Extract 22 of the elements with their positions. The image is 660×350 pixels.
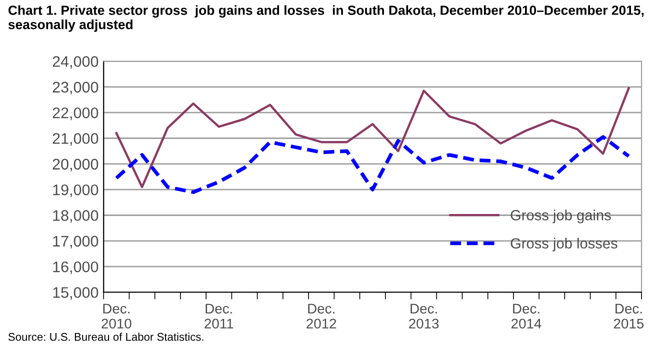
- y-tick-label: 17,000: [53, 236, 98, 248]
- x-tick-label: Dec. 2011: [204, 304, 234, 329]
- chart-title: Chart 1. Private sector gross job gains and losses in South Dakota, December 2010–December 2015, seasonally adjusted: [8, 5, 644, 32]
- y-tick-label: 23,000: [52, 82, 98, 94]
- y-tick-label: 16,000: [53, 261, 98, 274]
- y-tick-label: 18,000: [53, 210, 98, 223]
- source-note: Source: U.S. Bureau of Labor Statistics.: [8, 332, 204, 341]
- y-tick-label: 24,000: [52, 56, 98, 69]
- x-tick-label: Dec. 2015: [614, 304, 644, 329]
- x-tick-label: Dec. 2013: [409, 304, 439, 329]
- x-tick-label: Dec. 2014: [512, 304, 542, 329]
- legend-label: Gross job losses: [510, 238, 618, 252]
- line-series: [115, 87, 630, 188]
- x-tick-label: Dec. 2012: [306, 304, 336, 329]
- y-tick-label: 22,000: [52, 107, 98, 120]
- y-tick-label: 20,000: [52, 158, 98, 172]
- y-tick-label: 21,000: [52, 133, 98, 146]
- y-tick-label: 15,000: [53, 287, 98, 300]
- y-tick-label: 19,000: [53, 184, 98, 198]
- line-series: [114, 135, 631, 194]
- x-tick-label: Dec. 2010: [102, 304, 132, 329]
- legend-label: Gross job gains: [510, 210, 611, 224]
